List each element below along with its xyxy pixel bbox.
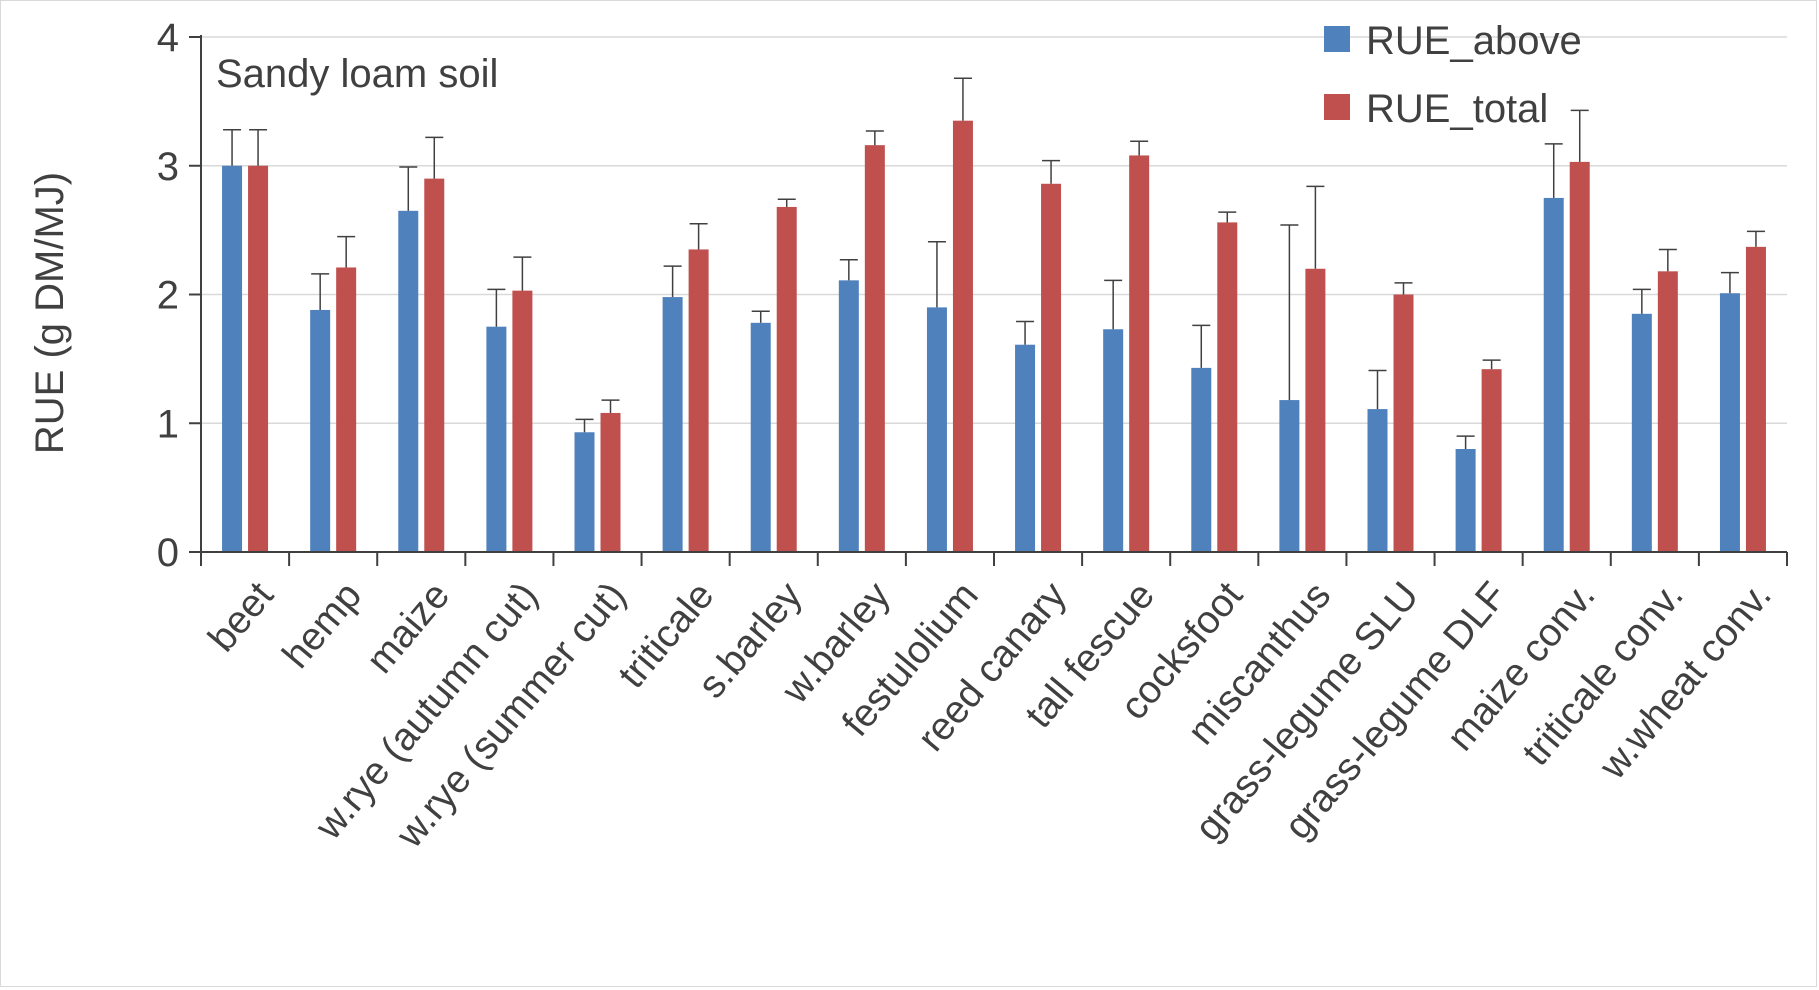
y-tick-label: 3	[157, 145, 179, 189]
x-tick-label: hemp	[274, 574, 370, 676]
bar-rue-total	[1041, 183, 1062, 552]
y-tick-label: 0	[157, 531, 179, 575]
bar-rue-above	[574, 432, 595, 552]
bar-rue-total	[776, 206, 797, 552]
bar-rue-above	[1631, 313, 1652, 552]
bar-rue-above	[1279, 400, 1300, 552]
legend-label-rue-above: RUE_above	[1366, 19, 1582, 63]
bar-rue-total	[600, 412, 621, 552]
y-tick-label: 1	[157, 402, 179, 446]
gridlines	[189, 36, 1787, 553]
bar-rue-above	[838, 280, 859, 552]
bar-rue-above	[1015, 344, 1036, 552]
bar-rue-total	[1657, 271, 1678, 552]
bar-rue-above	[1543, 197, 1564, 552]
bar-rue-total	[512, 290, 533, 552]
legend-swatch-rue-above	[1324, 26, 1350, 52]
legend-swatch-rue-total	[1324, 94, 1350, 120]
y-tick-labels: 0 1 2 3 4	[157, 16, 179, 575]
bars	[222, 120, 1766, 553]
bar-rue-total	[1217, 222, 1238, 552]
bar-rue-above	[662, 297, 683, 552]
error-bars	[223, 77, 1765, 449]
bar-rue-above	[1455, 449, 1476, 552]
axes	[200, 35, 1788, 566]
bar-rue-total	[248, 165, 269, 552]
bar-rue-above	[1103, 329, 1124, 552]
bar-rue-total	[1393, 294, 1414, 552]
y-axis-title: RUE (g DM/MJ)	[28, 172, 72, 454]
bar-rue-total	[1745, 246, 1766, 553]
bar-rue-above	[1719, 293, 1740, 552]
bar-rue-above	[486, 326, 507, 552]
bar-rue-total	[688, 249, 709, 552]
legend-label-rue-total: RUE_total	[1366, 87, 1548, 131]
bar-rue-above	[1191, 367, 1212, 552]
bar-rue-total	[424, 178, 445, 552]
bar-rue-total	[1305, 268, 1326, 552]
bar-rue-above	[926, 307, 947, 552]
x-tick-label: beet	[200, 574, 282, 660]
bar-rue-total	[864, 145, 885, 552]
chart-annotation: Sandy loam soil	[216, 52, 498, 96]
bar-rue-total	[1569, 161, 1590, 552]
legend: RUE_above RUE_total	[1324, 19, 1582, 131]
y-tick-label: 4	[157, 16, 179, 60]
bar-rue-above	[310, 309, 331, 552]
bar-rue-total	[1481, 369, 1502, 552]
bar-rue-total	[952, 120, 973, 552]
bar-rue-above	[750, 322, 771, 552]
bar-rue-above	[398, 210, 419, 552]
bar-rue-total	[336, 267, 357, 552]
bar-rue-above	[222, 165, 243, 552]
bar-rue-above	[1367, 409, 1388, 552]
y-tick-label: 2	[157, 274, 179, 318]
bar-rue-total	[1129, 155, 1150, 552]
